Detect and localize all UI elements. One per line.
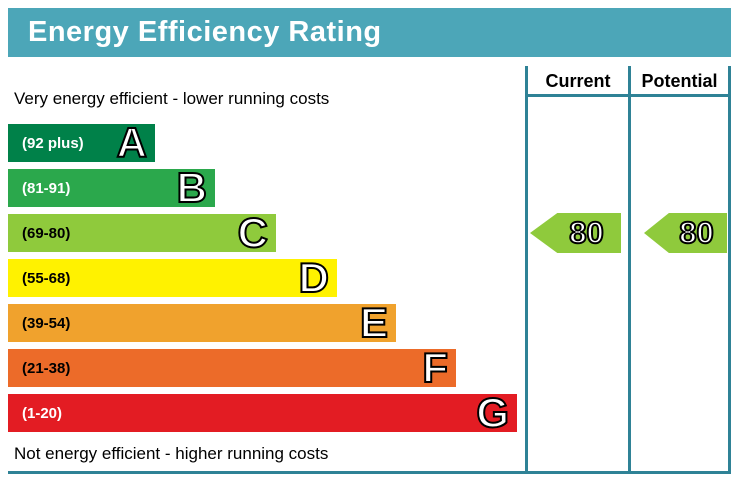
band-C-range-label: (69-80): [22, 224, 71, 242]
band-F: (21-38) F: [8, 344, 456, 391]
band-E: (39-54) E: [8, 299, 396, 346]
band-C-letter: C: [237, 209, 269, 256]
band-B: (81-91) B: [8, 164, 215, 211]
band-F-letter: F: [421, 344, 449, 391]
band-D-letter: D: [298, 254, 330, 301]
band-E-letter: E: [359, 299, 389, 346]
divider-chart-current: [525, 66, 528, 474]
current-column-header: Current: [545, 70, 611, 91]
rating-bands: (92 plus) A (81-91) B (69-80) C (55-68) D (39-54…: [8, 119, 517, 439]
band-G-range-label: (1-20): [22, 404, 63, 422]
band-A-letter: A: [116, 119, 148, 166]
band-B-range-label: (81-91): [22, 179, 71, 197]
band-G-letter: G: [475, 389, 510, 436]
header-underline: [525, 94, 731, 97]
band-A: (92 plus) A: [8, 119, 155, 166]
potential-rating-value: 80: [678, 214, 715, 251]
band-A-range-label: (92 plus): [22, 134, 84, 152]
band-F-range-label: (21-38): [22, 359, 71, 377]
top-caption: Very energy efficient - lower running co…: [14, 89, 330, 108]
current-rating-value: 80: [568, 214, 605, 251]
right-border: [728, 66, 731, 474]
potential-column-header: Potential: [641, 70, 718, 91]
band-G: (1-20) G: [8, 389, 517, 436]
bottom-caption: Not energy efficient - higher running co…: [14, 444, 329, 463]
band-E-range-label: (39-54): [22, 314, 71, 332]
band-B-letter: B: [176, 164, 208, 211]
current-rating-arrow: 80: [530, 213, 621, 253]
bottom-border: [8, 471, 731, 474]
band-D: (55-68) D: [8, 254, 337, 301]
band-C: (69-80) C: [8, 209, 276, 256]
potential-rating-arrow: 80: [644, 213, 727, 253]
divider-current-potential: [628, 66, 631, 474]
band-D-range-label: (55-68): [22, 269, 71, 287]
chart-title: Energy Efficiency Rating: [8, 8, 731, 57]
